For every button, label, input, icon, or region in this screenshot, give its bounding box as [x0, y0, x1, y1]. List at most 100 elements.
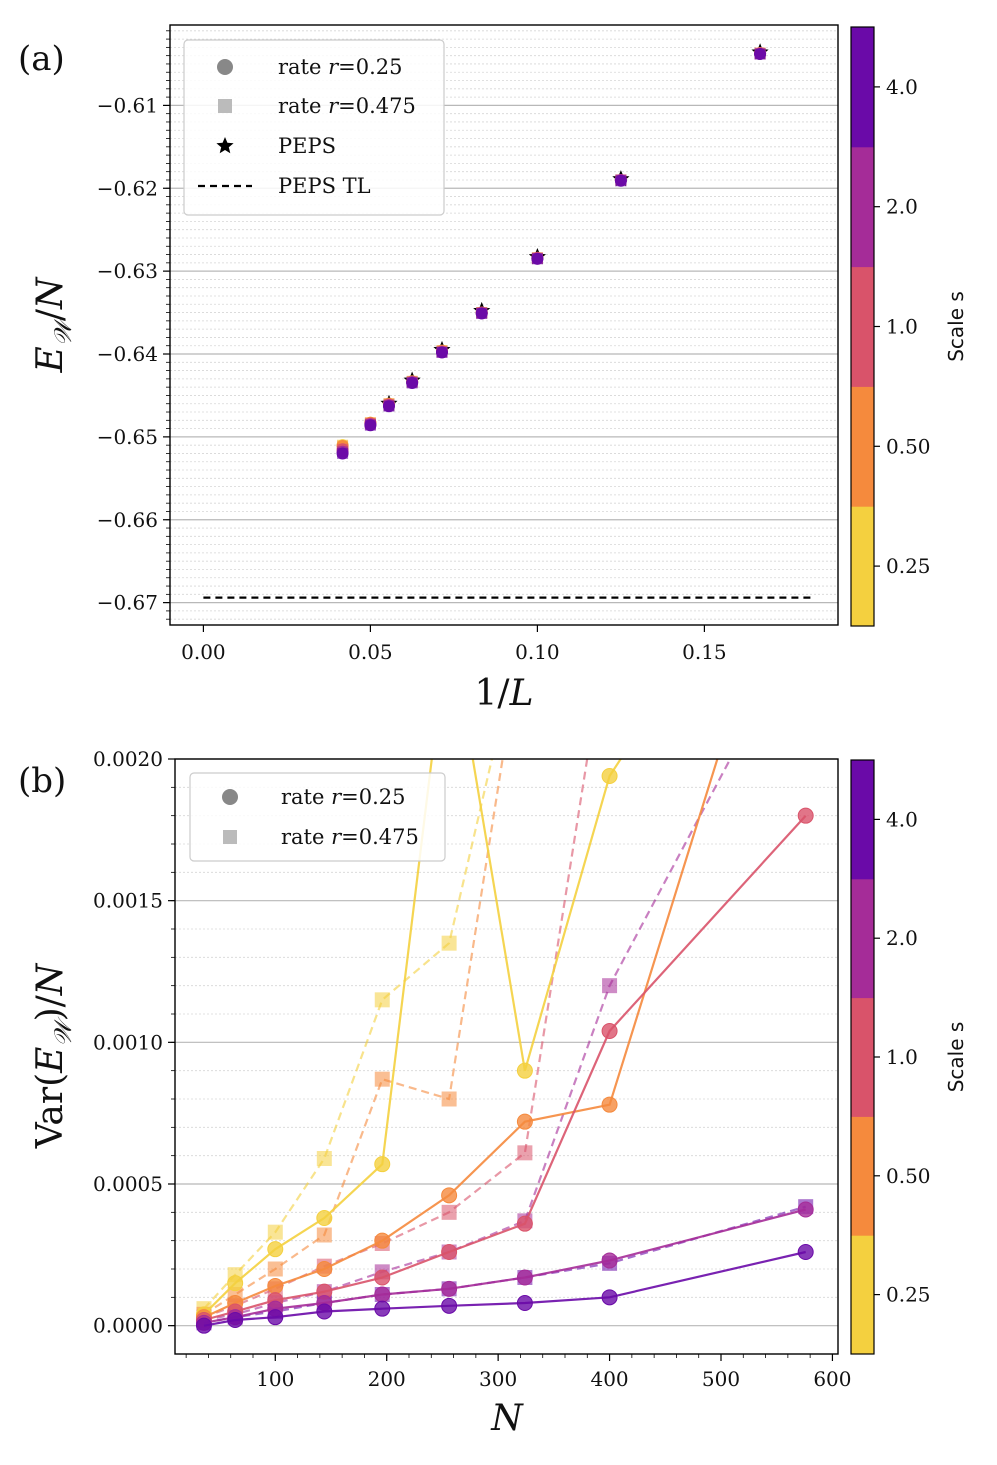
- data-point: [601, 1023, 618, 1039]
- y-tick-label: 0.0015: [93, 889, 163, 913]
- legend-var: r: [328, 55, 340, 79]
- colorbar-label: Scale s: [944, 1022, 968, 1093]
- x-tick-label: 100: [256, 1367, 294, 1391]
- panel-a-frame: [169, 24, 839, 626]
- legend-prefix: PEPS TL: [278, 174, 371, 198]
- colorbar-segment: [851, 997, 874, 1117]
- panel-a-xlabel: 1/L: [475, 673, 534, 714]
- panel-a-series: [203, 43, 815, 599]
- data-point: [797, 1201, 814, 1218]
- x-tick-label: 0.00: [181, 640, 226, 664]
- series-line-dashed: [203, 759, 494, 1310]
- legend-box: [183, 39, 445, 216]
- data-point: [516, 1113, 533, 1130]
- legend-circle-icon: [217, 59, 233, 75]
- panel-b-ylabel-text: Var(E𝒲)/N: [30, 962, 77, 1149]
- x-tick-label: 0.05: [348, 640, 393, 664]
- legend-var: r: [331, 825, 343, 849]
- data-point: [797, 1244, 814, 1260]
- legend-prefix: rate: [281, 825, 331, 849]
- data-point: [316, 1210, 333, 1226]
- data-point: [601, 768, 618, 784]
- data-point: [441, 1187, 458, 1204]
- series-line: [203, 759, 623, 1316]
- data-point: [195, 1317, 212, 1334]
- panel-b-ylabel: Var(E𝒲)/N: [30, 962, 77, 1149]
- panel-a-ylabel: E𝒲/N: [30, 276, 77, 374]
- panel-b-frame: [174, 758, 839, 1355]
- legend-var: r: [328, 94, 340, 118]
- data-point: [374, 1300, 391, 1317]
- colorbar-segment: [851, 1116, 874, 1236]
- colorbar-label: Scale s: [944, 291, 968, 362]
- data-point: [601, 1252, 618, 1269]
- data-point: [364, 419, 377, 432]
- data-point: [614, 174, 627, 187]
- series-line-dashed: [203, 759, 732, 1322]
- panel-b-ticks: 0.0000 0.0005 0.0010 0.0015 0.0020 100 200 300 4…: [93, 747, 852, 1391]
- legend-prefix: PEPS: [278, 134, 336, 158]
- colorbar-a: 0.25 0.50 1.0 2.0 4.0 Scale s: [850, 26, 968, 627]
- data-point: [336, 447, 349, 460]
- data-point: [374, 1156, 391, 1173]
- colorbar-segment: [851, 266, 874, 387]
- colorbar-tick-label: 0.25: [886, 554, 931, 578]
- data-point: [406, 377, 419, 390]
- legend-star-icon: [216, 137, 234, 154]
- panel-a-label: (a): [18, 39, 65, 79]
- data-point: [441, 1280, 458, 1297]
- colorbar-segment: [851, 386, 874, 507]
- legend-label: PEPS: [278, 134, 336, 158]
- colorbar-tick-label: 1.0: [886, 1045, 918, 1069]
- panel-b-xlabel: N: [490, 1398, 524, 1439]
- x-numerator: 1/: [475, 673, 511, 714]
- legend-prefix: rate: [278, 94, 328, 118]
- legend-prefix: rate: [281, 785, 331, 809]
- data-square: [267, 1261, 283, 1277]
- data-square: [517, 1145, 533, 1161]
- data-square: [517, 610, 532, 625]
- colorbar-segment: [851, 146, 874, 268]
- legend-circle-icon: [222, 789, 238, 805]
- colorbar-tick-label: 4.0: [886, 75, 918, 99]
- data-point: [316, 1303, 333, 1320]
- yb-n: N: [30, 962, 71, 996]
- data-square: [602, 978, 618, 994]
- data-point: [441, 1244, 458, 1260]
- data-point: [754, 48, 767, 61]
- data-square: [374, 1071, 390, 1087]
- colorbar-tick-label: 0.50: [886, 1164, 931, 1188]
- colorbar-segment: [851, 506, 874, 627]
- y-tick-label: −0.63: [97, 259, 158, 283]
- series-line-dashed: [203, 759, 504, 1316]
- yb-close: )/: [30, 994, 71, 1021]
- data-point: [374, 1232, 391, 1249]
- panel-b: (b) 0.0000 0.0005 0.0010 0.0015 0.0020 100 200…: [18, 610, 852, 1439]
- legend-label: PEPS TL: [278, 174, 371, 198]
- legend-suffix: =0.25: [341, 785, 405, 809]
- data-point: [227, 1275, 244, 1292]
- data-point: [475, 307, 488, 320]
- panel-a: (a) −0.61 −0.62 −0.63 −0.64 −0.65 −0.66 −0.67 0…: [18, 24, 839, 714]
- series-line: [203, 759, 719, 1319]
- data-point: [442, 610, 457, 625]
- data-point: [267, 1241, 284, 1258]
- legend-prefix: rate: [278, 55, 328, 79]
- legend-square-icon: [223, 830, 237, 844]
- colorbar-b: 0.25 0.50 1.0 2.0 4.0 Scale s: [850, 759, 968, 1355]
- data-square: [517, 610, 532, 625]
- colorbar-tick-label: 4.0: [886, 807, 918, 831]
- panel-a-xlabel-text: 1/L: [475, 673, 534, 714]
- data-square: [316, 1151, 332, 1166]
- data-point: [374, 1269, 391, 1286]
- y-tick-label: −0.65: [97, 425, 158, 449]
- legend-label: rate r=0.475: [278, 94, 416, 118]
- legend-label: rate r=0.25: [281, 785, 406, 809]
- y-tick-label: 0.0000: [93, 1314, 163, 1338]
- panel-a-ticks: −0.61 −0.62 −0.63 −0.64 −0.65 −0.66 −0.67 0.00 0…: [97, 30, 727, 664]
- data-point: [374, 1286, 391, 1303]
- y-tick-label: −0.64: [97, 342, 158, 366]
- series-line: [203, 1250, 806, 1327]
